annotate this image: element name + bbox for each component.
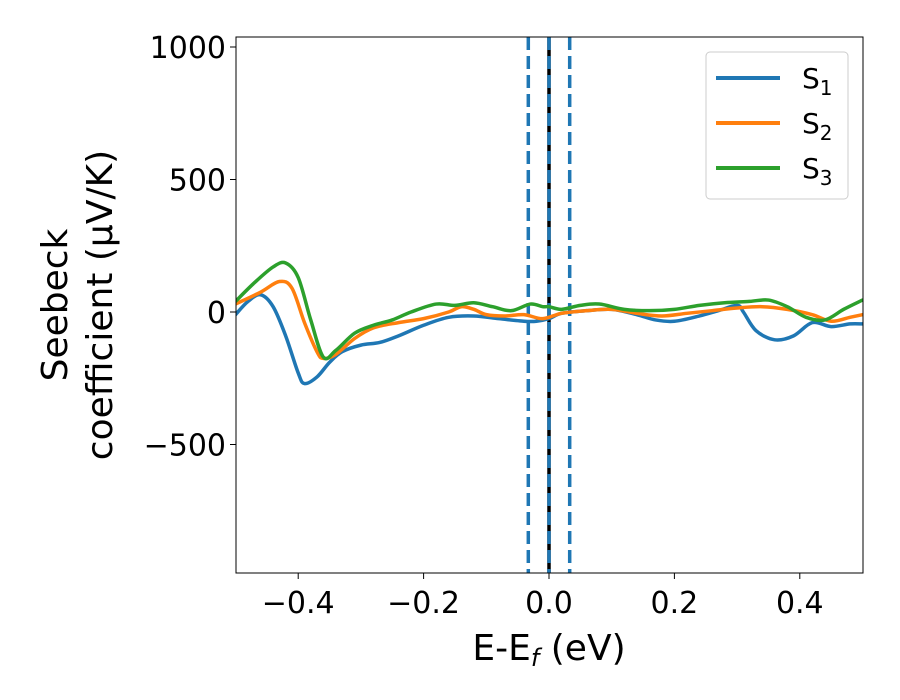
legend-box: [705, 51, 849, 200]
legend-item-2: S2: [716, 107, 833, 145]
y-axis-label: Seebeck coefficient (μV/K): [35, 150, 121, 460]
y-axis-ticks: −500 0 500 1000: [144, 31, 236, 464]
x-tick-label: −0.4: [262, 586, 335, 621]
x-tick-label: 0.4: [776, 586, 824, 621]
legend-items: S1 S2 S3: [716, 62, 833, 190]
y-tick-label: −500: [144, 429, 226, 464]
legend-label: S2: [802, 107, 833, 145]
y-axis-label-line1: Seebeck: [35, 228, 76, 381]
legend-label: S1: [802, 62, 833, 100]
x-tick-label: 0.2: [651, 586, 699, 621]
y-tick-label: 0: [207, 296, 226, 331]
x-tick-label: 0.0: [525, 586, 573, 621]
x-tick-label: −0.2: [387, 586, 460, 621]
y-tick-label: 500: [169, 164, 226, 199]
legend-label: S3: [802, 152, 833, 190]
x-axis-ticks: −0.4 −0.2 0.0 0.2 0.4: [262, 573, 824, 621]
x-axis-label: E-Ef (eV): [472, 628, 625, 672]
series-line-2: [236, 279, 863, 361]
legend: S1 S2 S3: [705, 51, 849, 200]
legend-item-1: S1: [716, 62, 833, 100]
y-axis-label-line2: coefficient (μV/K): [80, 150, 121, 460]
series-line-1: [236, 292, 863, 386]
series-line-3: [236, 260, 863, 361]
series-lines: [236, 260, 863, 386]
y-tick-label: 1000: [150, 31, 226, 66]
legend-item-3: S3: [716, 152, 833, 190]
